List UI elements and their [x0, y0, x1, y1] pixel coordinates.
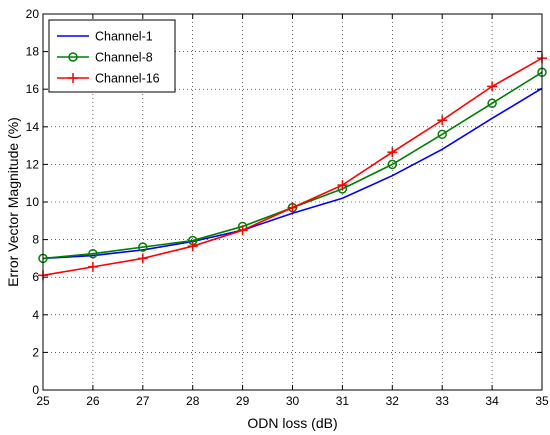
y-tick-label: 8: [32, 233, 39, 247]
series-lines: [38, 53, 547, 281]
x-tick-label: 25: [36, 394, 50, 408]
x-tick-label: 27: [136, 394, 150, 408]
legend-label-channel-8: Channel-8: [95, 51, 153, 65]
data-point-channel-16: [337, 180, 348, 191]
legend: Channel-1 Channel-8 Channel-16: [48, 19, 176, 93]
data-point-channel-16: [137, 253, 148, 264]
grid: [43, 14, 542, 390]
data-point-channel-8: [387, 159, 398, 170]
y-tick-label: 0: [32, 383, 39, 397]
x-tick-label: 29: [236, 394, 250, 408]
legend-box: [48, 19, 176, 93]
y-tick-label: 20: [26, 7, 40, 21]
legend-marker-channel-8: [68, 52, 78, 62]
x-tick-label: 32: [386, 394, 400, 408]
x-tick-label: 31: [336, 394, 350, 408]
y-tick-label: 10: [26, 195, 40, 209]
x-tick-label: 34: [485, 394, 499, 408]
y-tick-label: 2: [32, 345, 39, 359]
x-tick-label: 33: [436, 394, 450, 408]
y-tick-label: 6: [32, 270, 39, 284]
series-line-channel-1: [42, 87, 543, 260]
legend-label-channel-16: Channel-16: [95, 72, 160, 86]
y-tick-label: 18: [26, 45, 40, 59]
data-point-channel-16: [387, 147, 398, 158]
x-tick-label: 35: [535, 394, 549, 408]
data-point-channel-8: [138, 242, 148, 252]
y-tick-label: 14: [26, 120, 40, 134]
y-tick-label: 4: [32, 308, 39, 322]
data-point-channel-8: [88, 248, 98, 259]
data-point-channel-16: [237, 225, 248, 236]
x-tick-label: 30: [286, 394, 300, 408]
legend-marker-channel-16: [68, 73, 78, 83]
y-tick-label: 12: [26, 157, 40, 171]
x-tick-label: 26: [86, 394, 100, 408]
data-point-channel-16: [87, 261, 98, 272]
legend-label-channel-1: Channel-1: [95, 30, 153, 44]
data-point-channel-16: [437, 115, 448, 126]
x-axis-label: ODN loss (dB): [247, 415, 337, 431]
data-point-channel-16: [287, 202, 298, 213]
y-axis-label: Error Vector Magnitude (%): [5, 117, 21, 287]
ticks: 25 26 27 28 29 30 31 32 33 34 35 0 2 4 6 8 10 12 14 16 18 20: [26, 7, 549, 408]
x-tick-label: 28: [186, 394, 200, 408]
data-point-channel-16: [487, 81, 498, 92]
data-point-channel-8: [487, 98, 497, 109]
plot-frame: [42, 13, 543, 391]
data-point-channel-8: [437, 129, 447, 140]
y-tick-label: 16: [26, 82, 40, 96]
data-point-channel-16: [187, 241, 198, 252]
